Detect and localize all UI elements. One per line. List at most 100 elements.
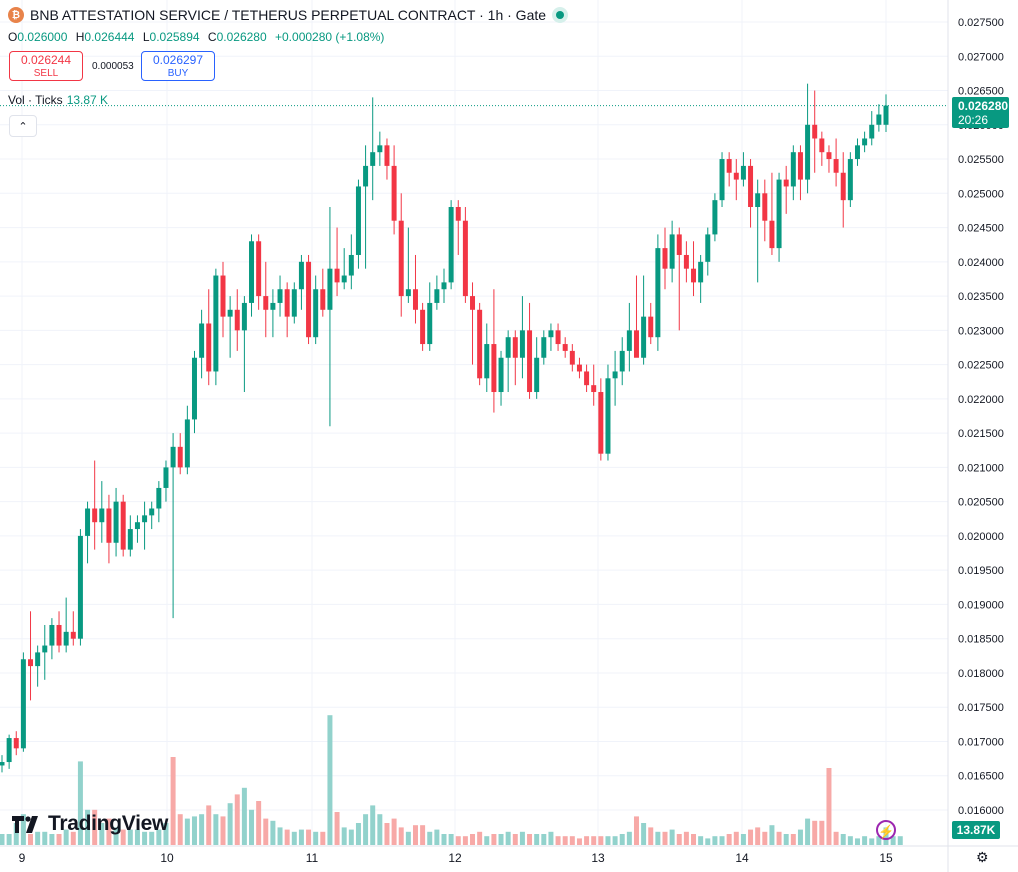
chevron-up-icon: ⌃	[18, 120, 28, 133]
candle-body	[733, 172, 739, 180]
tradingview-logo[interactable]: TradingView	[12, 812, 168, 836]
time-tick-label: 15	[879, 851, 893, 865]
candle-body	[790, 152, 796, 187]
volume-bar	[156, 829, 162, 845]
candle-body	[769, 220, 775, 249]
open-label: O	[8, 30, 18, 44]
volume-legend[interactable]: Vol · Ticks 13.87 K	[8, 93, 108, 107]
volume-bar	[633, 816, 639, 845]
volume-bar	[291, 831, 297, 845]
volume-bar	[648, 827, 654, 845]
candle-body	[712, 200, 718, 235]
candle-body	[683, 254, 689, 269]
open-value: 0.026000	[17, 30, 68, 44]
candle-body	[826, 152, 832, 160]
candle-body	[327, 268, 333, 310]
low-label: L	[142, 30, 150, 44]
volume-bar	[6, 834, 12, 845]
bnb-coin-icon: ₿	[8, 7, 24, 23]
tradingview-logo-icon	[12, 815, 38, 833]
candle-body	[762, 193, 768, 221]
volume-bar	[854, 838, 860, 845]
time-tick-label: 14	[735, 851, 749, 865]
time-tick-label: 9	[19, 851, 26, 865]
volume-bar	[748, 829, 754, 845]
volume-bar	[370, 805, 376, 845]
volume-bar	[769, 825, 775, 845]
candle-body	[49, 624, 55, 646]
volume-bar	[391, 818, 397, 845]
price-axis[interactable]: 0.0275000.0270000.0265000.0260000.025500…	[958, 17, 1004, 817]
candle-body	[391, 165, 397, 221]
candlesticks	[0, 83, 889, 773]
price-tick-label: 0.023500	[958, 291, 1004, 303]
candle-body	[477, 309, 483, 379]
price-tick-label: 0.020500	[958, 497, 1004, 509]
volume-bar	[562, 836, 568, 845]
volume-bar	[712, 836, 718, 845]
volume-bar	[726, 834, 732, 845]
candle-body	[256, 241, 262, 297]
symbol-title[interactable]: BNB ATTESTATION SERVICE / TETHERUS PERPE…	[30, 7, 547, 23]
sell-price: 0.026244	[20, 53, 72, 67]
candle-body	[555, 330, 561, 345]
volume-bar	[363, 814, 369, 845]
candle-body	[127, 529, 133, 550]
volume-bar	[427, 831, 433, 845]
volume-bar	[591, 836, 597, 845]
candle-body	[163, 467, 169, 488]
volume-bar	[655, 831, 661, 845]
volume-bar	[13, 823, 19, 845]
volume-bar	[163, 823, 169, 845]
time-tick-label: 10	[160, 851, 174, 865]
volume-bar	[612, 836, 618, 845]
sell-button[interactable]: 0.026244 SELL	[9, 51, 83, 81]
candle-body	[291, 289, 297, 317]
candle-body	[56, 624, 62, 646]
candle-body	[669, 234, 675, 269]
volume-bar	[348, 829, 354, 845]
volume-bar	[548, 831, 554, 845]
volume-bar	[477, 831, 483, 845]
volume-bar	[819, 820, 825, 845]
time-axis[interactable]: 9 10 11 12 13 14 15	[19, 851, 893, 865]
price-tick-label: 0.021000	[958, 462, 1004, 474]
volume-bar	[890, 836, 896, 845]
volume-bar	[56, 834, 62, 845]
candle-body	[363, 165, 369, 187]
volume-bar	[683, 831, 689, 845]
volume-bar	[213, 814, 219, 845]
volume-bar	[134, 829, 140, 845]
collapse-legend-button[interactable]: ⌃	[9, 115, 37, 137]
volume-bar	[805, 818, 811, 845]
volume-bar	[619, 834, 625, 845]
volume-bar	[448, 834, 454, 845]
price-tick-label: 0.020000	[958, 531, 1004, 543]
volume-bar	[320, 831, 326, 845]
candle-body	[512, 337, 518, 358]
candle-body	[698, 261, 704, 283]
volume-bar	[441, 834, 447, 845]
candle-body	[626, 330, 632, 351]
settings-gear-icon[interactable]: ⚙	[976, 849, 989, 865]
volume-bar	[327, 715, 333, 845]
buy-button[interactable]: 0.026297 BUY	[141, 51, 215, 81]
buy-price: 0.026297	[152, 53, 204, 67]
price-tick-label: 0.024000	[958, 257, 1004, 269]
candle-body	[227, 309, 233, 317]
candle-body	[241, 302, 247, 331]
volume-bar	[733, 831, 739, 845]
volume-bar	[70, 831, 76, 845]
volume-bar	[405, 831, 411, 845]
lightning-icon[interactable]: ⚡	[876, 820, 896, 840]
volume-bar	[49, 834, 55, 845]
close-label: C	[207, 30, 217, 44]
volume-bar	[170, 757, 176, 845]
candle-body	[306, 261, 312, 338]
volume-bar	[85, 809, 91, 845]
volume-bar	[869, 838, 875, 845]
candle-body	[655, 248, 661, 338]
candle-body	[641, 316, 647, 358]
brand-name: TradingView	[48, 812, 169, 835]
